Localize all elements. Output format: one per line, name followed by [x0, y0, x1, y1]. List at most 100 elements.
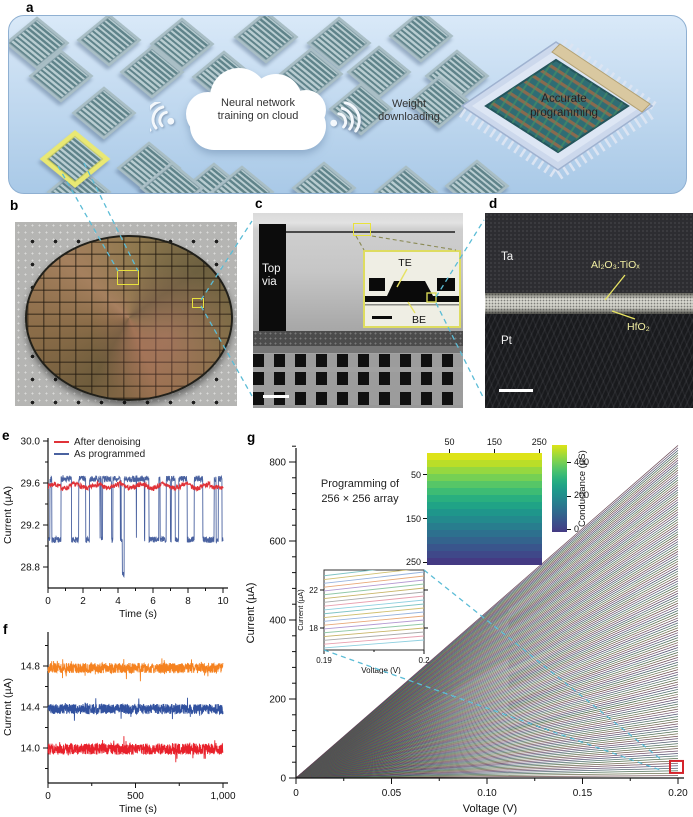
- chip-tile: [76, 16, 142, 67]
- colorbar-tick: [567, 529, 571, 530]
- svg-text:800: 800: [269, 458, 286, 469]
- packaged-chip-illustration: Accurate programming: [458, 38, 658, 182]
- svg-text:29.6: 29.6: [21, 479, 41, 490]
- device-inset-drawing: TE BE: [365, 257, 459, 326]
- pt-label: Pt: [501, 335, 512, 347]
- chip-tile: [233, 16, 299, 64]
- heatmap-tick: [448, 449, 450, 453]
- heatmap-tick: [423, 518, 427, 520]
- svg-text:Time (s): Time (s): [119, 803, 157, 815]
- conductance-colorbar: 400 200 0: [552, 445, 589, 534]
- cloud-caption-line2: training on cloud: [217, 110, 299, 122]
- heatmap-tick-label: 150: [405, 513, 421, 524]
- heatmap-band: [427, 523, 542, 530]
- via-row: [253, 354, 463, 367]
- heatmap-title-line2: 256 × 256 array: [321, 493, 399, 505]
- scale-bar: [263, 395, 289, 398]
- svg-text:14.0: 14.0: [21, 744, 41, 755]
- svg-text:10: 10: [217, 596, 229, 607]
- panel-b-wafer-photo: [15, 222, 237, 406]
- svg-text:Voltage (V): Voltage (V): [361, 666, 401, 674]
- svg-text:0.05: 0.05: [382, 788, 402, 799]
- weight-downloading-label: Weight downloading: [378, 98, 440, 123]
- svg-text:0: 0: [45, 596, 51, 607]
- svg-text:0.15: 0.15: [573, 788, 593, 799]
- crossbar-columns: [486, 60, 628, 152]
- chip-face: [233, 16, 299, 64]
- svg-text:0: 0: [293, 788, 299, 799]
- chip-tile: [373, 165, 439, 193]
- svg-text:28.8: 28.8: [21, 563, 41, 574]
- svg-text:600: 600: [269, 537, 286, 548]
- chip-face: [76, 16, 142, 67]
- svg-text:200: 200: [269, 695, 286, 706]
- svg-text:1,000: 1,000: [210, 791, 235, 802]
- conductance-heatmap: 50 50 150 150 250 250: [406, 437, 547, 567]
- panel-label-c: c: [255, 196, 263, 211]
- top-via-structure: [259, 224, 286, 337]
- svg-text:0.2: 0.2: [418, 656, 430, 665]
- chip-face: [373, 165, 439, 193]
- heatmap-band: [427, 551, 542, 558]
- chip-tile: [291, 161, 357, 193]
- legend-label: After denoising: [74, 436, 141, 448]
- heatmap-tick: [423, 561, 427, 563]
- svg-text:2: 2: [80, 596, 86, 607]
- svg-text:0: 0: [45, 791, 51, 802]
- cloud-icon: Neural network training on cloud: [184, 66, 332, 154]
- svg-text:Current (µA): Current (µA): [296, 589, 305, 631]
- panel-label-f: f: [3, 622, 8, 637]
- dielectric-layer: [253, 346, 463, 353]
- heatmap-tick-label: 250: [405, 557, 421, 568]
- heatmap-band: [427, 481, 542, 488]
- heatmap-tick: [493, 449, 495, 453]
- heatmap-tick-label: 150: [486, 437, 502, 447]
- hfo2-label: HfO₂: [627, 321, 650, 333]
- heatmap-tick-label: 50: [410, 469, 421, 480]
- svg-text:14.8: 14.8: [21, 662, 41, 673]
- top-via-label: Top via: [262, 263, 281, 288]
- chart-e-denoising: 28.8 29.2 29.6 30.0 0 2 4 6 8 10 Time (s) Current (…: [2, 437, 229, 621]
- heatmap-band: [427, 544, 542, 551]
- colorbar-tick-label: 200: [574, 490, 590, 500]
- pt-layer: [485, 314, 693, 408]
- inset-highlight-box: [426, 292, 437, 303]
- svg-text:8: 8: [185, 596, 191, 607]
- svg-text:30.0: 30.0: [21, 437, 41, 448]
- svg-text:Voltage (V): Voltage (V): [463, 803, 517, 815]
- svg-text:6: 6: [150, 596, 156, 607]
- svg-text:400: 400: [269, 616, 286, 627]
- ta-label: Ta: [501, 251, 514, 263]
- panel-label-d: d: [489, 196, 498, 211]
- chip-tile: [388, 16, 454, 63]
- metal-layer-band: [253, 331, 463, 346]
- wafer: [25, 235, 233, 401]
- annotation-arrows: [604, 274, 636, 320]
- heatmap-band: [427, 467, 542, 474]
- device-highlight-box: [353, 223, 371, 236]
- heatmap-band: [427, 558, 542, 565]
- svg-text:Current (µA): Current (µA): [2, 678, 14, 736]
- heatmap-band: [427, 460, 542, 467]
- colorbar-tick: [567, 462, 571, 463]
- svg-text:0: 0: [280, 774, 286, 785]
- heatmap-band: [427, 495, 542, 502]
- legend-label: As programmed: [74, 448, 146, 460]
- panel-label-a: a: [26, 0, 34, 15]
- metal-wire-line: [271, 231, 455, 233]
- heatmap-tick: [538, 449, 540, 453]
- chip-face: [388, 16, 454, 63]
- chip-tile: [71, 86, 137, 140]
- chip-face: [291, 161, 357, 193]
- svg-text:22: 22: [309, 586, 318, 595]
- colorbar-tick: [567, 495, 571, 497]
- legend-swatch-after-denoising: [54, 440, 69, 444]
- svg-text:Time (s): Time (s): [119, 608, 157, 620]
- te-label: TE: [398, 257, 411, 269]
- chart-f-retention: 14.0 14.4 14.8 0 500 1,000 Time (s) Current (µA…: [2, 632, 236, 815]
- panel-label-e: e: [2, 428, 10, 443]
- zoom-target-marker: [669, 759, 684, 774]
- heatmap-title-line1: Programming of: [320, 478, 400, 490]
- heatmap-band: [427, 502, 542, 509]
